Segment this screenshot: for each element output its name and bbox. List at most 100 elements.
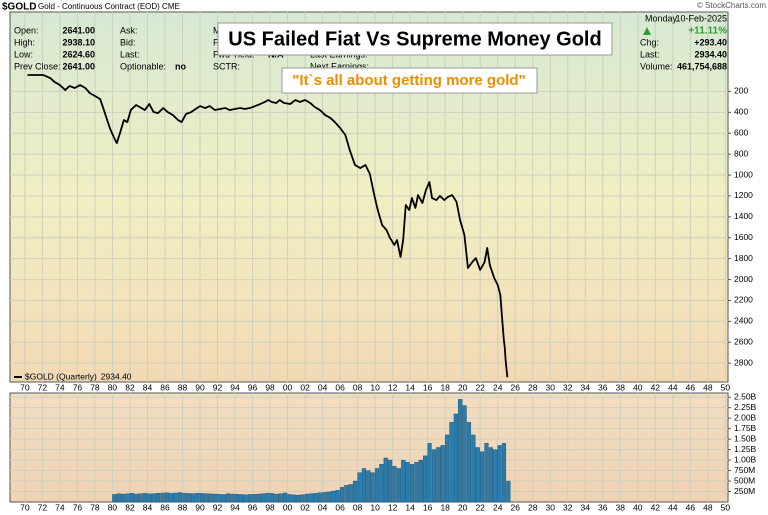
y-tick-label: 2.50B: [734, 391, 757, 401]
x-tick-label: 92: [213, 382, 223, 392]
x-tick-label: 74: [55, 502, 65, 512]
volume-bar: [221, 494, 226, 503]
volume-bar: [147, 493, 152, 503]
subtitle: "It`s all about getting more gold": [292, 72, 525, 89]
volume-bar: [300, 494, 305, 503]
volume-bar: [462, 405, 467, 503]
x-tick-label: 76: [73, 502, 83, 512]
volume-bar: [361, 468, 366, 503]
volume-bar: [475, 447, 480, 503]
x-tick-label: 44: [668, 382, 678, 392]
x-tick-label: 36: [598, 382, 608, 392]
stat-label: Chg:: [640, 37, 659, 47]
x-tick-label: 26: [510, 382, 520, 392]
x-tick-label: 18: [440, 382, 450, 392]
y-tick-label: 500M: [734, 475, 755, 485]
y-tick-label: 2.25B: [734, 402, 757, 412]
x-tick-label: 46: [686, 382, 696, 392]
x-tick-label: 30: [546, 502, 556, 512]
x-tick-label: 36: [598, 502, 608, 512]
x-tick-label: 70: [20, 382, 30, 392]
volume-bar: [274, 493, 279, 503]
volume-bar: [458, 399, 463, 503]
x-tick-label: 02: [300, 382, 310, 392]
volume-bar: [191, 493, 196, 503]
volume-bar: [414, 461, 419, 503]
y-tick-label: 1400: [734, 211, 753, 221]
x-tick-label: 92: [213, 502, 223, 512]
copyright: © StockCharts.com: [697, 1, 766, 10]
change-pct: +11.11%: [688, 26, 727, 37]
volume-bar: [471, 434, 476, 503]
x-tick-label: 76: [73, 382, 83, 392]
volume-bar: [208, 493, 213, 503]
x-tick-label: 38: [616, 502, 626, 512]
x-tick-label: 28: [528, 502, 538, 512]
volume-bar: [493, 449, 498, 503]
x-tick-label: 80: [108, 382, 118, 392]
x-tick-label: 20: [458, 502, 468, 512]
y-tick-label: 1.50B: [734, 433, 757, 443]
volume-bar: [357, 472, 362, 503]
x-tick-label: 80: [108, 502, 118, 512]
stat-value: +293.40: [694, 37, 727, 47]
x-tick-label: 48: [703, 382, 713, 392]
volume-bar: [405, 461, 410, 503]
x-tick-label: 26: [510, 502, 520, 512]
x-tick-label: 10: [370, 502, 380, 512]
volume-bar: [339, 487, 345, 503]
x-tick-label: 00: [283, 502, 293, 512]
x-tick-label: 72: [38, 382, 48, 392]
volume-bar: [396, 468, 401, 503]
stat-value: 2934.40: [694, 49, 727, 59]
volume-bar: [444, 434, 450, 503]
y-tick-label: 1.25B: [734, 444, 757, 454]
x-tick-label: 22: [475, 502, 485, 512]
volume-bar: [392, 466, 397, 503]
volume-bar: [164, 492, 169, 503]
legend-label: $GOLD (Quarterly): [25, 371, 97, 381]
volume-bar: [269, 493, 275, 503]
x-tick-label: 24: [493, 382, 503, 392]
volume-bar: [304, 493, 310, 503]
volume-bar: [497, 445, 502, 503]
volume-bar: [326, 491, 331, 503]
volume-bar: [217, 494, 222, 503]
volume-bar: [366, 470, 371, 503]
volume-bar: [278, 493, 283, 503]
volume-bar: [282, 492, 288, 503]
volume-bar: [204, 493, 209, 503]
volume-bar: [313, 492, 318, 503]
volume-bar: [195, 492, 200, 503]
volume-bar: [409, 464, 415, 503]
title: US Failed Fiat Vs Supreme Money Gold: [228, 28, 601, 50]
volume-bar: [156, 492, 161, 503]
quote-value: 2641.00: [62, 61, 95, 71]
volume-bar: [374, 468, 380, 503]
quote-value: 2641.00: [62, 25, 95, 35]
volume-bar: [466, 422, 472, 503]
x-tick-label: 02: [300, 502, 310, 512]
x-tick-label: 04: [318, 502, 328, 512]
volume-bar: [501, 443, 507, 503]
x-tick-label: 98: [265, 382, 275, 392]
x-tick-label: 38: [616, 382, 626, 392]
y-tick-label: 2200: [734, 295, 753, 305]
x-tick-label: 86: [160, 382, 170, 392]
y-tick-label: 2000: [734, 274, 753, 284]
volume-bar: [453, 413, 458, 503]
quote-value: 2624.60: [62, 49, 95, 59]
quote-label: Low:: [14, 49, 33, 59]
volume-bar: [243, 494, 248, 503]
title-box: [217, 22, 613, 56]
x-tick-label: 96: [248, 502, 258, 512]
x-tick-label: 48: [703, 502, 713, 512]
volume-bar: [344, 485, 349, 503]
y-tick-label: 2600: [734, 337, 753, 347]
y-tick-label: 2800: [734, 357, 753, 367]
x-tick-label: 22: [475, 382, 485, 392]
volume-bar: [226, 493, 231, 503]
volume-bar: [138, 493, 143, 503]
x-tick-label: 32: [563, 502, 573, 512]
